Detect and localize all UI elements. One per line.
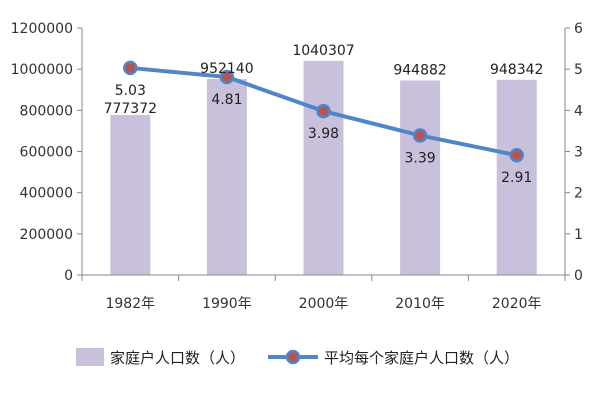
legend-label-bar: 家庭户人口数（人）: [110, 349, 245, 367]
line-point: [219, 69, 235, 85]
left-tick-label: 600000: [20, 145, 73, 161]
left-tick-label: 400000: [20, 186, 73, 202]
legend-label-line: 平均每个家庭户人口数（人）: [324, 349, 519, 367]
data-labels: 777372 952140 1040307 944882 948342 5.03 4.81 3…: [104, 43, 544, 186]
line-point: [412, 128, 428, 143]
right-tick-label: 3: [574, 145, 583, 161]
right-y-axis: 0 1 2 3 4 5 6: [564, 21, 583, 284]
line-series: [123, 60, 524, 163]
line-data-label: 3.98: [308, 126, 339, 142]
right-tick-label: 2: [574, 186, 583, 202]
x-tick-label: 2000年: [299, 296, 349, 312]
right-tick-label: 0: [574, 268, 583, 284]
bar: [110, 114, 151, 275]
line-point: [316, 103, 331, 119]
left-tick-label: 800000: [20, 103, 73, 119]
right-tick-label: 4: [574, 103, 583, 119]
bar-data-label: 952140: [200, 61, 253, 77]
right-tick-label: 6: [574, 21, 583, 37]
bar-series: [110, 60, 537, 276]
right-tick-label: 5: [574, 62, 583, 78]
legend-swatch-bar: [76, 348, 104, 366]
x-tick-label: 2010年: [395, 296, 445, 312]
left-tick-label: 200000: [20, 227, 73, 243]
line-data-label: 4.81: [211, 92, 242, 108]
line-point: [123, 60, 138, 76]
bar: [496, 79, 537, 275]
bar: [303, 60, 344, 275]
line-data-label: 2.91: [501, 170, 532, 186]
legend: 家庭户人口数（人） 平均每个家庭户人口数（人）: [76, 348, 519, 367]
right-tick-label: 1: [574, 227, 583, 243]
line-point: [509, 147, 524, 163]
legend-swatch-marker: [285, 349, 301, 365]
x-axis: 1982年 1990年 2000年 2010年 2020年: [81, 274, 566, 312]
x-tick-label: 1982年: [105, 296, 155, 312]
left-tick-label: 0: [64, 268, 73, 284]
x-tick-label: 2020年: [492, 296, 542, 312]
bar: [206, 79, 247, 275]
bar-data-label: 948342: [490, 62, 543, 78]
bar-data-label: 944882: [393, 63, 446, 79]
bar-data-label: 1040307: [292, 43, 354, 59]
bar: [400, 80, 441, 276]
line-data-label: 3.39: [405, 150, 436, 166]
left-tick-label: 1200000: [11, 21, 73, 37]
left-tick-label: 1000000: [11, 62, 73, 78]
line-data-label: 5.03: [115, 83, 146, 99]
left-y-axis: 0 200000 400000 600000 800000 1000000 1200000: [11, 21, 83, 284]
x-tick-label: 1990年: [202, 296, 252, 312]
bar-data-label: 777372: [104, 101, 157, 117]
